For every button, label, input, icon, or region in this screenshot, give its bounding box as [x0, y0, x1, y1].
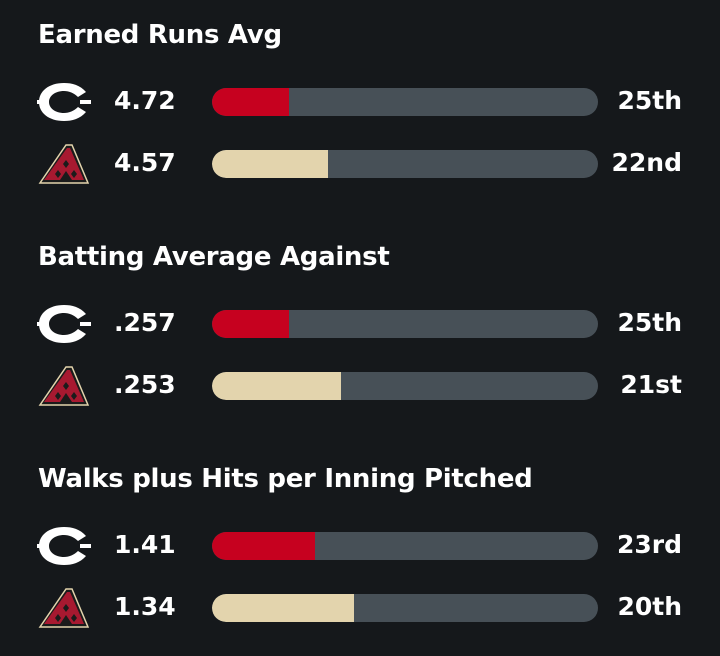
league-rank: 21st [620, 370, 682, 399]
league-rank: 25th [617, 308, 682, 337]
stat-value: .257 [114, 308, 176, 337]
reds-c-logo-icon [36, 82, 92, 122]
rank-bar-fill [212, 88, 289, 116]
rank-bar-fill [212, 150, 328, 178]
stat-value: .253 [114, 370, 176, 399]
rank-bar-track [212, 310, 598, 338]
panel-title: Batting Average Against [38, 242, 390, 272]
reds-c-logo-icon [36, 526, 92, 566]
stat-value: 1.34 [114, 592, 176, 621]
rank-bar-track [212, 88, 598, 116]
rank-bar-fill [212, 594, 354, 622]
rank-bar-track [212, 594, 598, 622]
team-stat-row: 4.57 22nd [0, 144, 720, 184]
dbacks-a-logo-icon [36, 144, 92, 184]
dbacks-a-logo-icon [36, 366, 92, 406]
team-stat-row: 1.34 20th [0, 588, 720, 628]
stat-value: 4.57 [114, 148, 176, 177]
panel-title: Walks plus Hits per Inning Pitched [38, 464, 533, 494]
rank-bar-fill [212, 532, 315, 560]
dbacks-a-logo-icon [36, 588, 92, 628]
league-rank: 25th [617, 86, 682, 115]
stat-value: 1.41 [114, 530, 176, 559]
league-rank: 20th [617, 592, 682, 621]
rank-bar-track [212, 372, 598, 400]
reds-c-logo-icon [36, 304, 92, 344]
league-rank: 22nd [611, 148, 682, 177]
stat-value: 4.72 [114, 86, 176, 115]
rank-bar-fill [212, 310, 289, 338]
team-stat-row: .257 25th [0, 304, 720, 344]
rank-bar-fill [212, 372, 341, 400]
panel-title: Earned Runs Avg [38, 20, 282, 50]
rank-bar-track [212, 150, 598, 178]
league-rank: 23rd [616, 530, 682, 559]
team-stat-row: 1.41 23rd [0, 526, 720, 566]
team-stat-row: 4.72 25th [0, 82, 720, 122]
team-stat-row: .253 21st [0, 366, 720, 406]
rank-bar-track [212, 532, 598, 560]
